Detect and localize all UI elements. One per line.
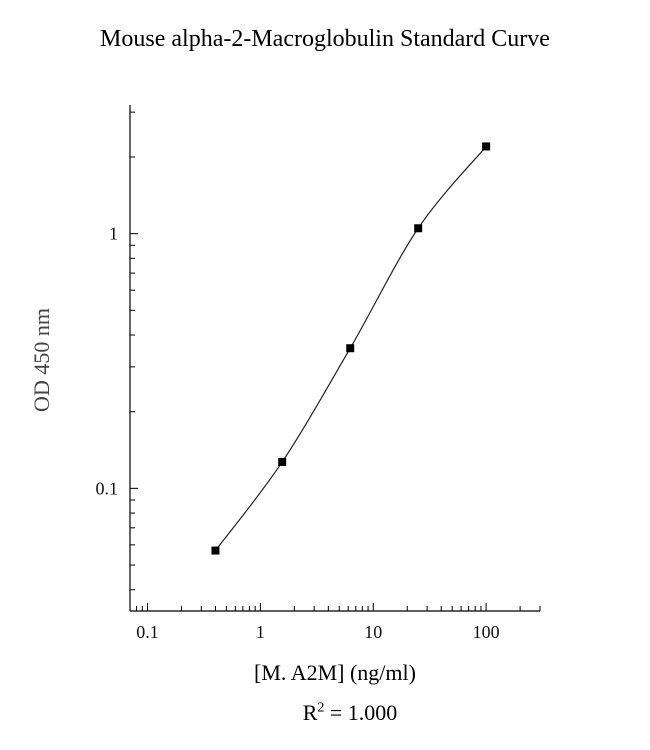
y-axis-label: OD 450 nm <box>29 308 54 412</box>
ticks: 0.1 1 10 100 0.1 1 <box>96 111 541 642</box>
x-tick-label: 1 <box>256 622 265 642</box>
r-squared-exponent: 2 <box>317 700 325 716</box>
y-tick-label: 1 <box>109 224 118 244</box>
data-point <box>482 142 491 151</box>
r-squared-annotation: R2 = 1.000 <box>130 700 570 726</box>
data-point <box>346 344 355 353</box>
x-tick-label: 100 <box>473 622 500 642</box>
data-point <box>211 546 220 555</box>
axes <box>129 105 540 612</box>
x-tick-label: 10 <box>364 622 382 642</box>
r-squared-symbol: R <box>302 700 318 725</box>
r-squared-value: = 1.000 <box>329 700 398 725</box>
x-axis-label: [M. A2M] (ng/ml) <box>254 660 416 685</box>
data-point <box>414 224 423 233</box>
y-tick-label: 0.1 <box>96 478 119 498</box>
chart-title: Mouse alpha-2-Macroglobulin Standard Cur… <box>100 26 550 52</box>
x-tick-label: 0.1 <box>136 622 159 642</box>
data-point <box>278 457 287 466</box>
data-points <box>211 142 491 555</box>
